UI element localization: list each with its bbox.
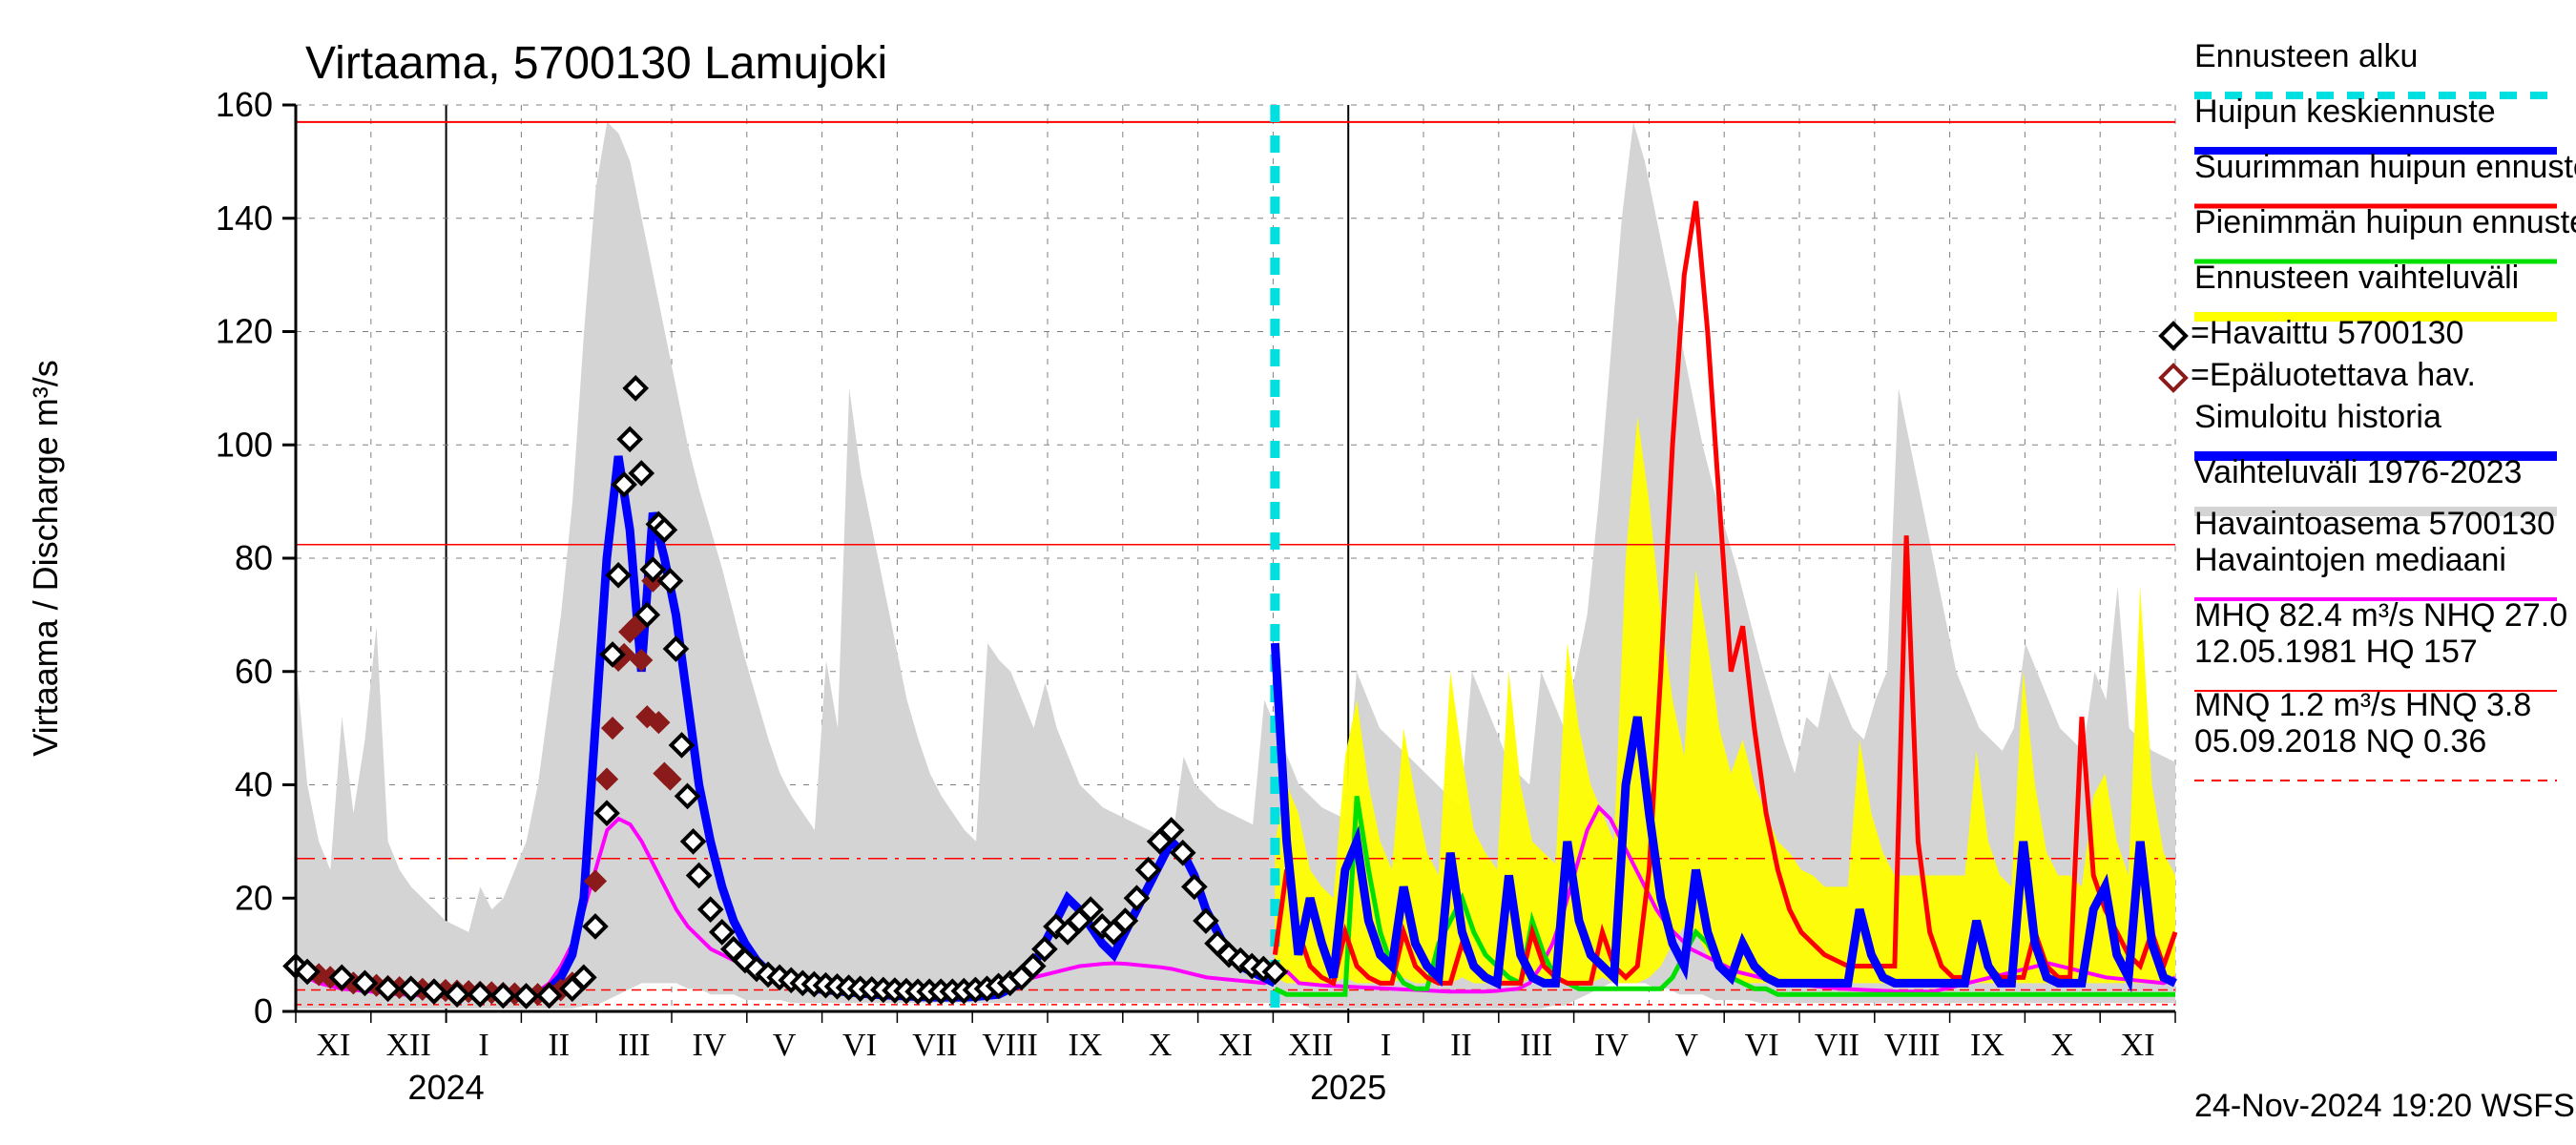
month-label: I [478,1028,488,1063]
legend-label: Ennusteen alku [2194,38,2418,74]
chart-container: 020406080100120140160XIXIIIIIIIIIVVVIVII… [0,0,2576,1145]
month-label: V [773,1028,797,1063]
month-label: VII [1815,1028,1859,1063]
month-label: X [2051,1028,2075,1063]
month-label: V [1675,1028,1699,1063]
y-tick-label: 160 [216,85,273,124]
legend-label: Vaihteluväli 1976-2023 [2194,454,2522,490]
month-label: VIII [1884,1028,1941,1063]
month-label: XII [386,1028,431,1063]
legend-sublabel: 12.05.1981 HQ 157 [2194,634,2478,670]
y-tick-label: 40 [235,765,273,804]
legend-sublabel: Havaintoasema 5700130 [2194,506,2555,542]
month-label: IV [1594,1028,1629,1063]
y-tick-label: 120 [216,312,273,351]
y-axis-label: Virtaama / Discharge m³/s [26,360,65,756]
month-label: XI [1218,1028,1253,1063]
legend-label: MNQ 1.2 m³/s HNQ 3.8 [2194,687,2531,723]
month-label: I [1381,1028,1391,1063]
month-label: VIII [982,1028,1038,1063]
month-label: XII [1288,1028,1333,1063]
legend-label: =Epäluotettava hav. [2191,357,2476,393]
month-label: IV [692,1028,726,1063]
month-label: X [1149,1028,1173,1063]
month-label: XI [2121,1028,2155,1063]
y-tick-label: 20 [235,878,273,917]
legend-sublabel: 05.09.2018 NQ 0.36 [2194,723,2486,760]
year-label: 2024 [408,1068,485,1107]
month-label: II [548,1028,570,1063]
chart-svg: 020406080100120140160XIXIIIIIIIIIVVVIVII… [0,0,2576,1145]
month-label: VI [842,1028,877,1063]
legend-label: MHQ 82.4 m³/s NHQ 27.0 [2194,597,2567,634]
legend-label: Suurimman huipun ennuste [2194,149,2576,185]
month-label: IX [1970,1028,2005,1063]
y-tick-label: 80 [235,538,273,577]
month-label: VI [1745,1028,1779,1063]
month-label: II [1450,1028,1472,1063]
legend-label: Havaintojen mediaani [2194,542,2506,578]
month-label: III [1520,1028,1552,1063]
month-label: VII [912,1028,957,1063]
legend-label: Simuloitu historia [2194,399,2441,435]
y-tick-label: 60 [235,652,273,691]
month-label: XI [316,1028,350,1063]
legend-label: Pienimmän huipun ennuste [2194,204,2576,240]
month-label: III [618,1028,651,1063]
legend-label: Huipun keskiennuste [2194,94,2496,130]
y-tick-label: 100 [216,425,273,464]
year-label: 2025 [1310,1068,1386,1107]
y-tick-label: 140 [216,198,273,238]
footer-timestamp: 24-Nov-2024 19:20 WSFS-O [2194,1088,2576,1124]
chart-title: Virtaama, 5700130 Lamujoki [305,38,887,89]
legend-label: =Havaittu 5700130 [2191,315,2463,351]
y-tick-label: 0 [254,991,273,1030]
legend-label: Ennusteen vaihteluväli [2194,260,2519,296]
month-label: IX [1068,1028,1102,1063]
